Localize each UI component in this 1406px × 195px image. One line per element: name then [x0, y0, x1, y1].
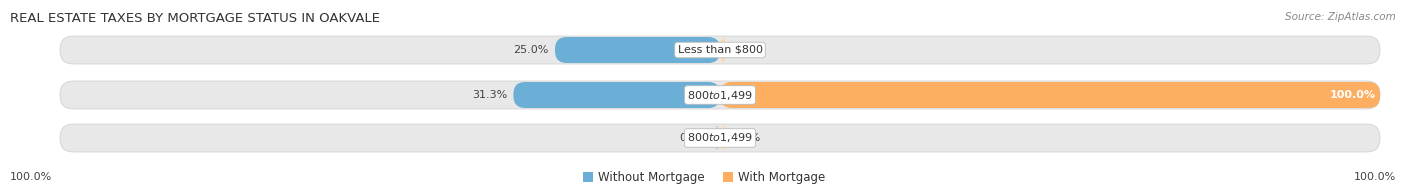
Text: 100.0%: 100.0%	[10, 172, 52, 182]
Text: Without Mortgage: Without Mortgage	[598, 170, 704, 183]
Text: 31.3%: 31.3%	[472, 90, 508, 100]
FancyBboxPatch shape	[60, 81, 1381, 109]
Text: 0.0%: 0.0%	[733, 133, 761, 143]
Text: 0.0%: 0.0%	[733, 45, 761, 55]
FancyBboxPatch shape	[513, 82, 720, 108]
FancyBboxPatch shape	[723, 172, 733, 182]
Text: $800 to $1,499: $800 to $1,499	[688, 131, 752, 144]
Text: $800 to $1,499: $800 to $1,499	[688, 89, 752, 102]
FancyBboxPatch shape	[720, 38, 727, 62]
FancyBboxPatch shape	[60, 124, 1381, 152]
FancyBboxPatch shape	[60, 36, 1381, 64]
Text: REAL ESTATE TAXES BY MORTGAGE STATUS IN OAKVALE: REAL ESTATE TAXES BY MORTGAGE STATUS IN …	[10, 12, 380, 25]
FancyBboxPatch shape	[713, 126, 721, 150]
Text: 100.0%: 100.0%	[1330, 90, 1376, 100]
FancyBboxPatch shape	[720, 82, 1381, 108]
Text: With Mortgage: With Mortgage	[738, 170, 825, 183]
Text: 0.0%: 0.0%	[679, 133, 709, 143]
FancyBboxPatch shape	[555, 37, 720, 63]
Text: 100.0%: 100.0%	[1354, 172, 1396, 182]
Text: Source: ZipAtlas.com: Source: ZipAtlas.com	[1285, 12, 1396, 22]
FancyBboxPatch shape	[720, 126, 727, 150]
FancyBboxPatch shape	[583, 172, 593, 182]
Text: Less than $800: Less than $800	[678, 45, 762, 55]
Text: 25.0%: 25.0%	[513, 45, 548, 55]
